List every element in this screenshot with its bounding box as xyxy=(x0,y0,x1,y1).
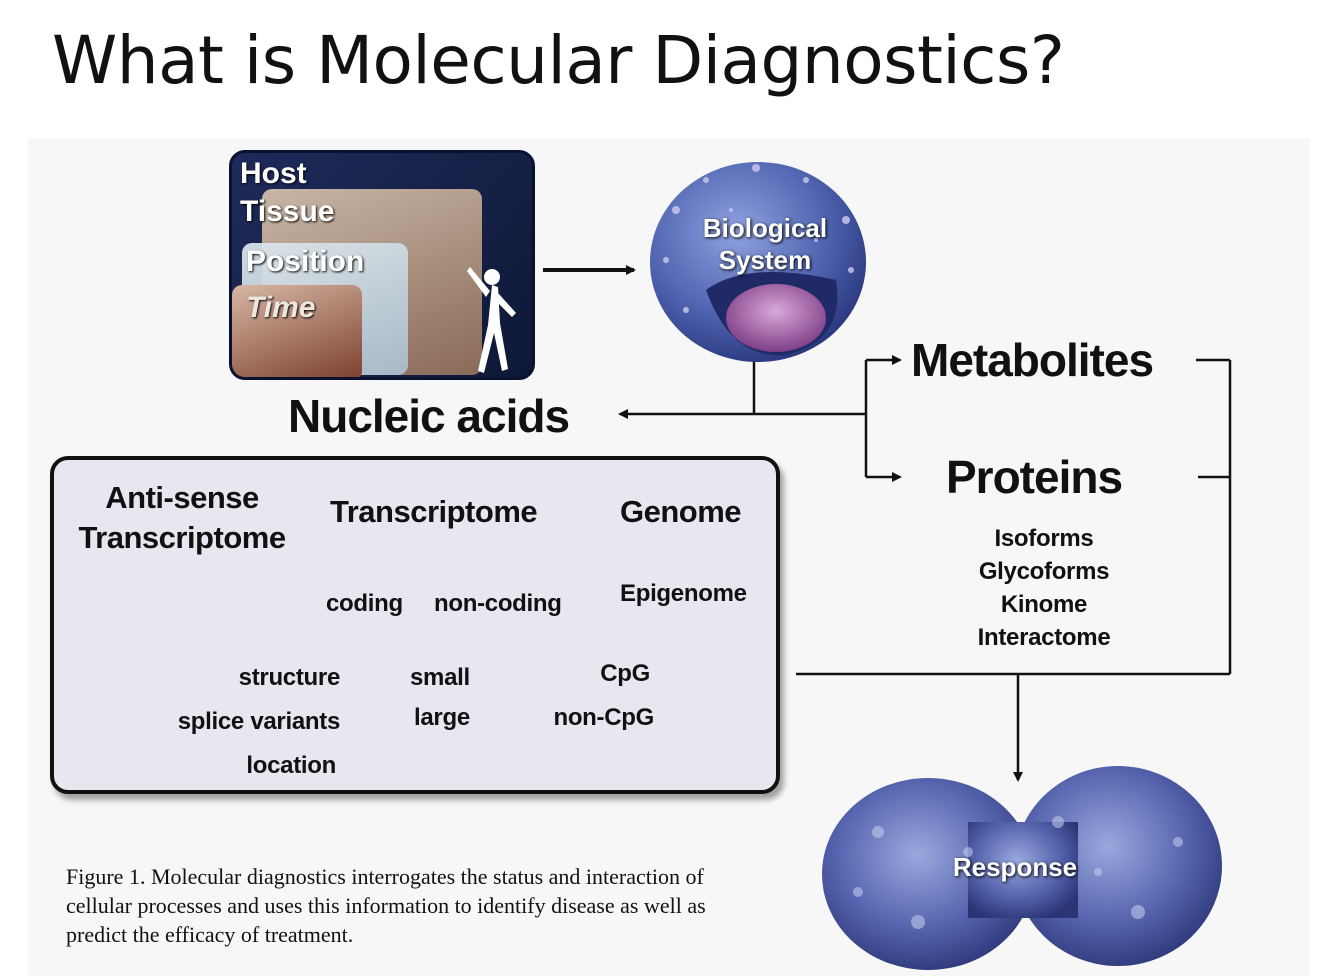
structure-label: structure xyxy=(238,664,341,691)
non-coding-label: non-coding xyxy=(434,590,562,617)
response-dividing-cell-icon xyxy=(822,766,1222,970)
splice-variants-label: splice variants xyxy=(177,708,341,735)
slide-title: What is Molecular Diagnostics? xyxy=(52,22,1065,99)
transcriptome-label: Transcriptome xyxy=(330,494,538,529)
genome-label: Genome xyxy=(620,494,742,529)
interactome-label: Interactome xyxy=(977,624,1111,651)
antisense-line1: Anti-sense xyxy=(105,480,259,515)
nucleic-acids-detail-box xyxy=(50,456,780,794)
biological-system-label: Biological System xyxy=(690,212,840,276)
figure-caption: Figure 1. Molecular diagnostics interrog… xyxy=(66,864,706,947)
antisense-line2: Transcriptome xyxy=(78,520,286,555)
protein-subtypes: Isoforms Glycoforms Kinome Interactome xyxy=(944,522,1144,654)
kinome-label: Kinome xyxy=(1000,591,1088,618)
host-tissue-image: Host Tissue Position Time xyxy=(229,150,535,380)
biological-system-cell-icon xyxy=(650,162,866,362)
non-cpg-label: non-CpG xyxy=(553,704,654,731)
human-figure-icon xyxy=(467,267,516,373)
biological-system-line2: System xyxy=(718,245,812,275)
large-label: large xyxy=(414,704,470,731)
coding-label: coding xyxy=(326,590,403,617)
tissue-label: Tissue xyxy=(240,195,335,228)
isoforms-label: Isoforms xyxy=(994,525,1094,552)
metabolites-label: Metabolites xyxy=(911,334,1154,386)
cpg-label: CpG xyxy=(600,660,650,687)
antisense-transcriptome-label: Anti-sense Transcriptome xyxy=(66,478,298,558)
proteins-label: Proteins xyxy=(946,451,1123,503)
host-label: Host xyxy=(240,157,307,190)
small-label: small xyxy=(410,664,470,691)
location-label: location xyxy=(246,752,336,779)
nucleic-acids-label: Nucleic acids xyxy=(288,390,570,442)
epigenome-label: Epigenome xyxy=(620,580,747,607)
time-card xyxy=(232,285,362,377)
glycoforms-label: Glycoforms xyxy=(978,558,1110,585)
biological-system-line1: Biological xyxy=(702,213,828,243)
response-label: Response xyxy=(952,852,1078,882)
position-label: Position xyxy=(246,245,365,278)
time-label: Time xyxy=(246,291,316,324)
